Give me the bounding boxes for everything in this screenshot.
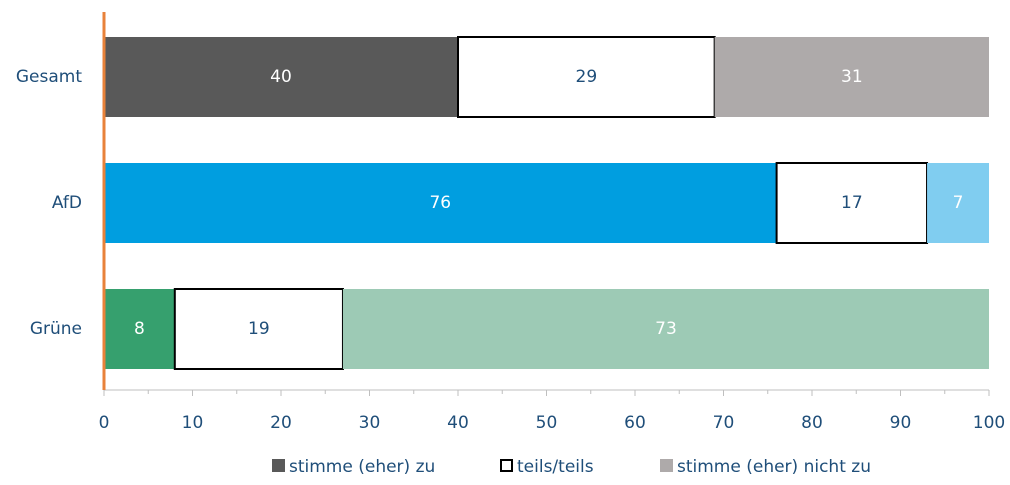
- x-tick-label: 80: [801, 413, 823, 433]
- bar-segment: [173, 288, 344, 370]
- legend-label: stimme (eher) zu: [289, 457, 435, 477]
- x-tick-label: 100: [973, 413, 1005, 433]
- bar-segment: [104, 37, 458, 117]
- x-tick-label: 40: [447, 413, 469, 433]
- data-label: 29: [576, 67, 598, 87]
- data-label: 40: [270, 67, 292, 87]
- bar-segment: [342, 289, 989, 369]
- x-tick-label: 20: [270, 413, 292, 433]
- data-label: 31: [841, 67, 863, 87]
- bar-segment: [714, 37, 989, 117]
- x-tick-label: 30: [359, 413, 381, 433]
- legend-swatch: [660, 459, 673, 472]
- data-label: 76: [429, 193, 451, 213]
- data-label: 17: [841, 193, 863, 213]
- data-label: 8: [134, 319, 145, 339]
- bar-segment: [457, 36, 716, 118]
- data-label: 73: [655, 319, 677, 339]
- data-label: 7: [953, 193, 964, 213]
- x-tick-label: 60: [624, 413, 646, 433]
- bar-segment: [104, 163, 777, 243]
- x-tick-label: 0: [99, 413, 110, 433]
- x-tick-label: 70: [713, 413, 735, 433]
- bar-segment: [104, 289, 175, 369]
- legend-swatch: [272, 459, 285, 472]
- data-label: 19: [248, 319, 270, 339]
- legend-label: teils/teils: [517, 457, 594, 477]
- category-label: Gesamt: [16, 67, 82, 87]
- bar-segment: [927, 163, 989, 243]
- legend-label: stimme (eher) nicht zu: [677, 457, 871, 477]
- x-tick-label: 10: [182, 413, 204, 433]
- x-tick-label: 90: [890, 413, 912, 433]
- legend-swatch: [500, 459, 513, 472]
- category-label: AfD: [52, 193, 82, 213]
- category-label: Grüne: [30, 319, 82, 339]
- x-tick-label: 50: [536, 413, 558, 433]
